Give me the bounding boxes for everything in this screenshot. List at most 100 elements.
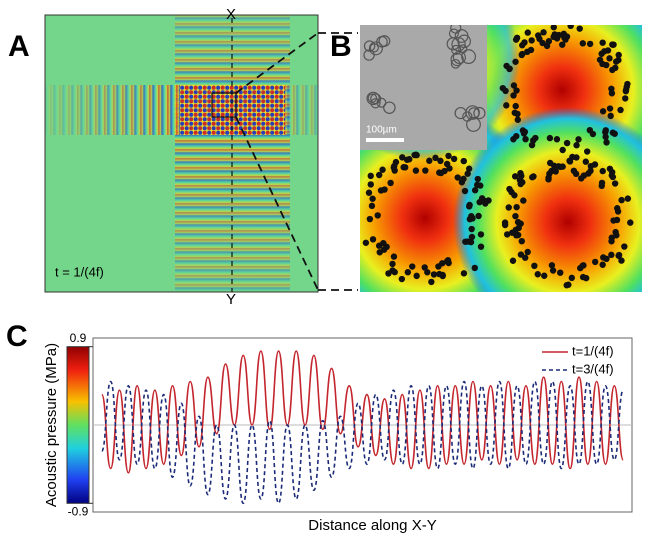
cell-dot (391, 12, 397, 18)
cell-dot (471, 187, 479, 194)
cell-dot (501, 221, 509, 229)
cell-dot (599, 261, 606, 268)
cell-dot (604, 47, 612, 54)
cell-dot (602, 133, 609, 141)
cell-dot (512, 58, 519, 65)
y-axis-label: Acoustic pressure (MPa) (43, 343, 60, 507)
pressure-field (44, 14, 319, 293)
cell-dot (502, 87, 509, 95)
cell-dot (540, 29, 547, 36)
legend-label: t=3/(4f) (572, 361, 614, 376)
cell-dot (396, 2, 402, 8)
micrograph-cells (363, 25, 486, 132)
cell-dots (353, 0, 634, 289)
cell-dot (424, 269, 431, 276)
scale-bar-label: 100µm (366, 125, 397, 136)
cell-dot (370, 10, 376, 16)
cell-dot (621, 243, 628, 250)
cell-dot (528, 37, 535, 44)
cell-dot (512, 102, 519, 110)
cell-dot (591, 258, 599, 266)
cell-dot (599, 167, 606, 175)
cell-dot (424, 0, 430, 5)
cell-dot (379, 166, 386, 173)
cell (369, 43, 379, 53)
cell-dot (471, 264, 478, 272)
cell-dot (445, 152, 452, 160)
cell-dot (618, 257, 625, 264)
cell-dot (514, 110, 521, 118)
cell-dot (608, 251, 615, 259)
cell-dot (398, 275, 406, 283)
cell-dot (383, 243, 390, 251)
cell-dot (549, 267, 557, 274)
cell-dot (428, 13, 434, 19)
cell (370, 93, 382, 105)
cell-dot (539, 39, 546, 47)
cell-dot (465, 165, 473, 172)
cell-dot (516, 176, 524, 184)
cell-dot (466, 201, 473, 209)
panel-label: C (6, 320, 28, 353)
cell-dot (572, 170, 580, 178)
cell-dot (510, 136, 517, 143)
cell-dot (420, 6, 426, 12)
cell-dot (627, 219, 634, 226)
cell-dot (506, 65, 513, 72)
field-frame (44, 14, 319, 293)
cell-dot (404, 0, 410, 4)
cell-dot (391, 15, 397, 21)
cell-dot (353, 72, 359, 78)
cell-dot (559, 41, 566, 48)
cell-dot (449, 3, 455, 9)
cell-dot (458, 179, 466, 186)
cell-dot (513, 232, 520, 239)
cell-dot (553, 136, 561, 143)
cell-dot (615, 51, 622, 59)
cell-dot (520, 197, 527, 204)
cell-dot (381, 186, 388, 193)
panel-label: B (330, 30, 352, 63)
cell-dot (573, 142, 580, 149)
cell (473, 106, 486, 120)
cell-dot (546, 134, 554, 142)
cell-dot (477, 243, 485, 250)
cell-dot (614, 208, 622, 215)
cell-dot (469, 215, 476, 222)
cell-dot (399, 5, 405, 11)
cell-dot (382, 19, 388, 25)
cell-dot (504, 231, 511, 238)
cell-dot (446, 165, 453, 172)
cell-dot (603, 139, 610, 146)
cell-dot (603, 61, 610, 69)
cell-dot (575, 136, 582, 143)
y-tick-label: -0.9 (68, 504, 89, 518)
y-marker: Y (226, 291, 236, 308)
cell-dot (522, 135, 529, 143)
zoom-box (211, 92, 237, 118)
cell-dot (369, 195, 376, 202)
cell-dot (545, 38, 553, 45)
cell-dot (412, 167, 420, 174)
cell-dot (417, 10, 423, 16)
cell-dot (421, 264, 428, 271)
cell-dot (576, 25, 583, 32)
cell-dot (367, 172, 374, 180)
cell-dot (432, 154, 439, 162)
cell-dot (552, 168, 559, 175)
cell-dot (437, 169, 445, 177)
cell-dot (524, 29, 531, 36)
cell-dot (624, 195, 632, 202)
cell-dot (509, 257, 517, 264)
cell-dot (541, 272, 548, 279)
cell-dot (402, 164, 409, 171)
scale-bar (366, 138, 404, 142)
cell-dot (454, 174, 461, 181)
cell-dot (608, 238, 615, 245)
cell-dot (404, 269, 412, 276)
cell-dot (599, 39, 606, 46)
cell-dot (559, 163, 566, 170)
x-marker: X (226, 6, 236, 23)
